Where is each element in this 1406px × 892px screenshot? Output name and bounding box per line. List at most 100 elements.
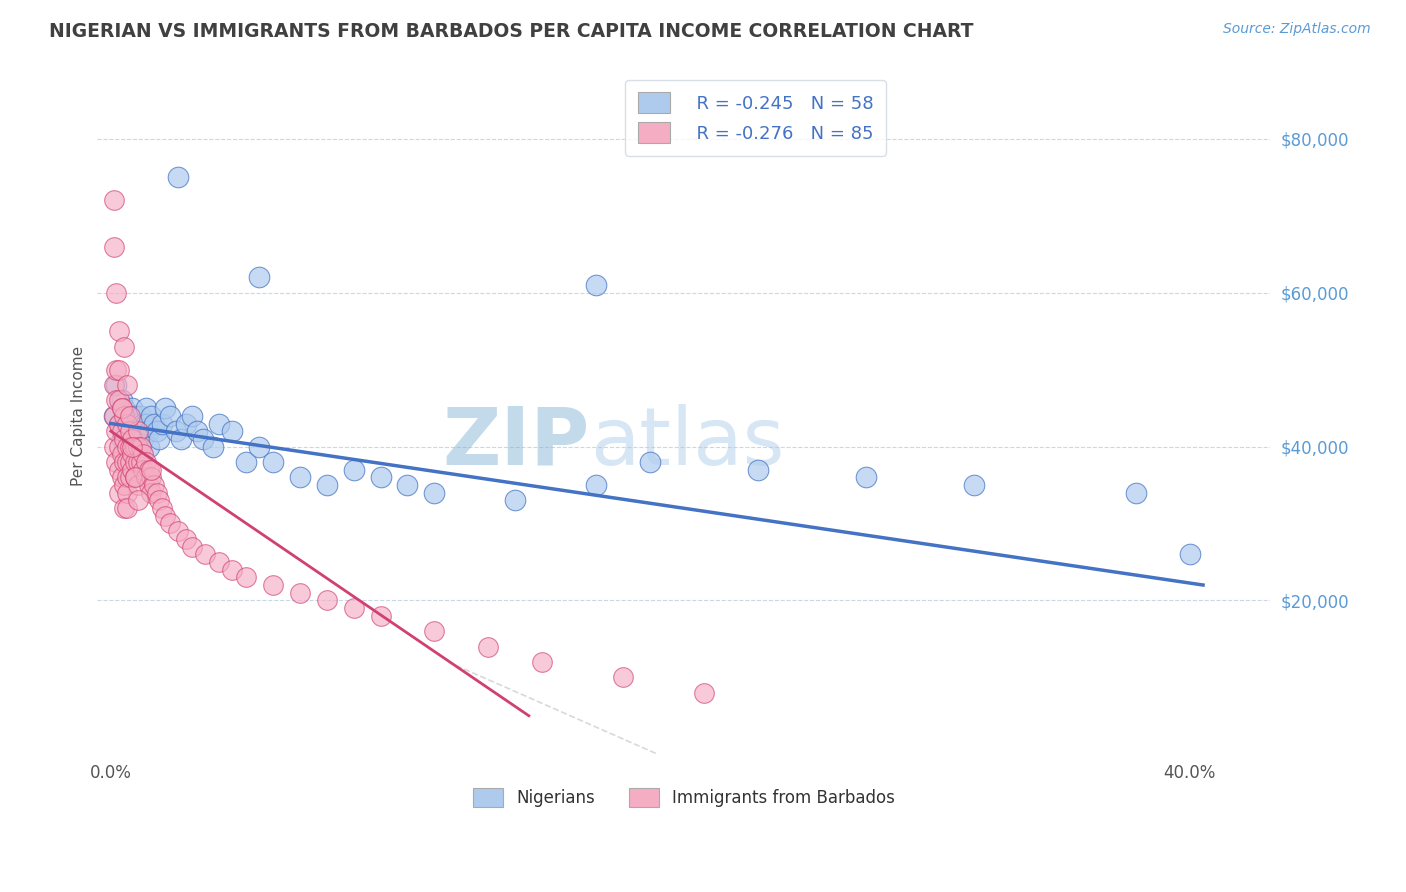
Point bbox=[105, 393, 128, 408]
Point bbox=[115, 455, 138, 469]
Text: ZIP: ZIP bbox=[443, 404, 591, 482]
Y-axis label: Per Capita Income: Per Capita Income bbox=[72, 346, 86, 486]
Point bbox=[1178, 547, 1201, 561]
Point bbox=[105, 362, 128, 376]
Point bbox=[127, 417, 149, 431]
Point bbox=[127, 424, 149, 438]
Point bbox=[118, 470, 141, 484]
Point bbox=[141, 409, 163, 423]
Point bbox=[103, 239, 125, 253]
Point bbox=[115, 470, 138, 484]
Point bbox=[585, 278, 607, 293]
Point bbox=[208, 417, 231, 431]
Point bbox=[111, 401, 134, 416]
Point bbox=[129, 424, 152, 438]
Point bbox=[105, 285, 128, 300]
Point bbox=[170, 432, 193, 446]
Point bbox=[105, 378, 128, 392]
Point bbox=[129, 440, 152, 454]
Point bbox=[121, 440, 143, 454]
Point bbox=[112, 455, 135, 469]
Point bbox=[342, 601, 364, 615]
Point bbox=[129, 409, 152, 423]
Point bbox=[138, 463, 160, 477]
Point bbox=[235, 570, 257, 584]
Point bbox=[165, 424, 187, 438]
Point bbox=[167, 524, 190, 538]
Point bbox=[132, 447, 155, 461]
Point bbox=[103, 440, 125, 454]
Point bbox=[148, 432, 170, 446]
Point bbox=[115, 485, 138, 500]
Text: atlas: atlas bbox=[591, 404, 785, 482]
Point bbox=[108, 324, 131, 338]
Point bbox=[112, 401, 135, 416]
Point bbox=[115, 440, 138, 454]
Point bbox=[423, 624, 446, 639]
Point bbox=[135, 417, 157, 431]
Point bbox=[180, 540, 202, 554]
Point bbox=[111, 393, 134, 408]
Point bbox=[315, 593, 337, 607]
Point bbox=[115, 417, 138, 431]
Point bbox=[141, 463, 163, 477]
Point bbox=[585, 478, 607, 492]
Point bbox=[111, 470, 134, 484]
Point bbox=[148, 493, 170, 508]
Point bbox=[159, 409, 181, 423]
Point bbox=[159, 516, 181, 531]
Point bbox=[531, 655, 554, 669]
Point bbox=[118, 409, 141, 423]
Point bbox=[208, 555, 231, 569]
Point bbox=[138, 478, 160, 492]
Point bbox=[135, 401, 157, 416]
Point bbox=[132, 463, 155, 477]
Point bbox=[855, 470, 877, 484]
Point bbox=[132, 417, 155, 431]
Point bbox=[132, 432, 155, 446]
Point bbox=[1125, 485, 1147, 500]
Point bbox=[121, 463, 143, 477]
Point bbox=[176, 417, 198, 431]
Point bbox=[103, 378, 125, 392]
Point bbox=[153, 401, 176, 416]
Point bbox=[112, 409, 135, 423]
Point bbox=[115, 501, 138, 516]
Point bbox=[108, 362, 131, 376]
Point bbox=[111, 401, 134, 416]
Point bbox=[121, 424, 143, 438]
Point bbox=[118, 455, 141, 469]
Legend: Nigerians, Immigrants from Barbados: Nigerians, Immigrants from Barbados bbox=[467, 781, 901, 814]
Point bbox=[145, 485, 167, 500]
Point bbox=[124, 470, 146, 484]
Point bbox=[127, 455, 149, 469]
Point bbox=[127, 440, 149, 454]
Point bbox=[612, 670, 634, 684]
Point bbox=[103, 194, 125, 208]
Point bbox=[180, 409, 202, 423]
Point bbox=[127, 432, 149, 446]
Point bbox=[124, 470, 146, 484]
Point bbox=[121, 401, 143, 416]
Point bbox=[747, 463, 769, 477]
Point bbox=[202, 440, 225, 454]
Point bbox=[141, 470, 163, 484]
Point bbox=[194, 547, 217, 561]
Point bbox=[118, 424, 141, 438]
Point bbox=[167, 170, 190, 185]
Point bbox=[135, 455, 157, 469]
Point bbox=[105, 455, 128, 469]
Point bbox=[150, 417, 173, 431]
Point bbox=[191, 432, 214, 446]
Point bbox=[505, 493, 527, 508]
Point bbox=[141, 485, 163, 500]
Point bbox=[186, 424, 208, 438]
Point bbox=[112, 501, 135, 516]
Point bbox=[342, 463, 364, 477]
Point bbox=[370, 608, 392, 623]
Point bbox=[103, 409, 125, 423]
Point bbox=[423, 485, 446, 500]
Point bbox=[115, 409, 138, 423]
Point bbox=[963, 478, 986, 492]
Point bbox=[143, 478, 166, 492]
